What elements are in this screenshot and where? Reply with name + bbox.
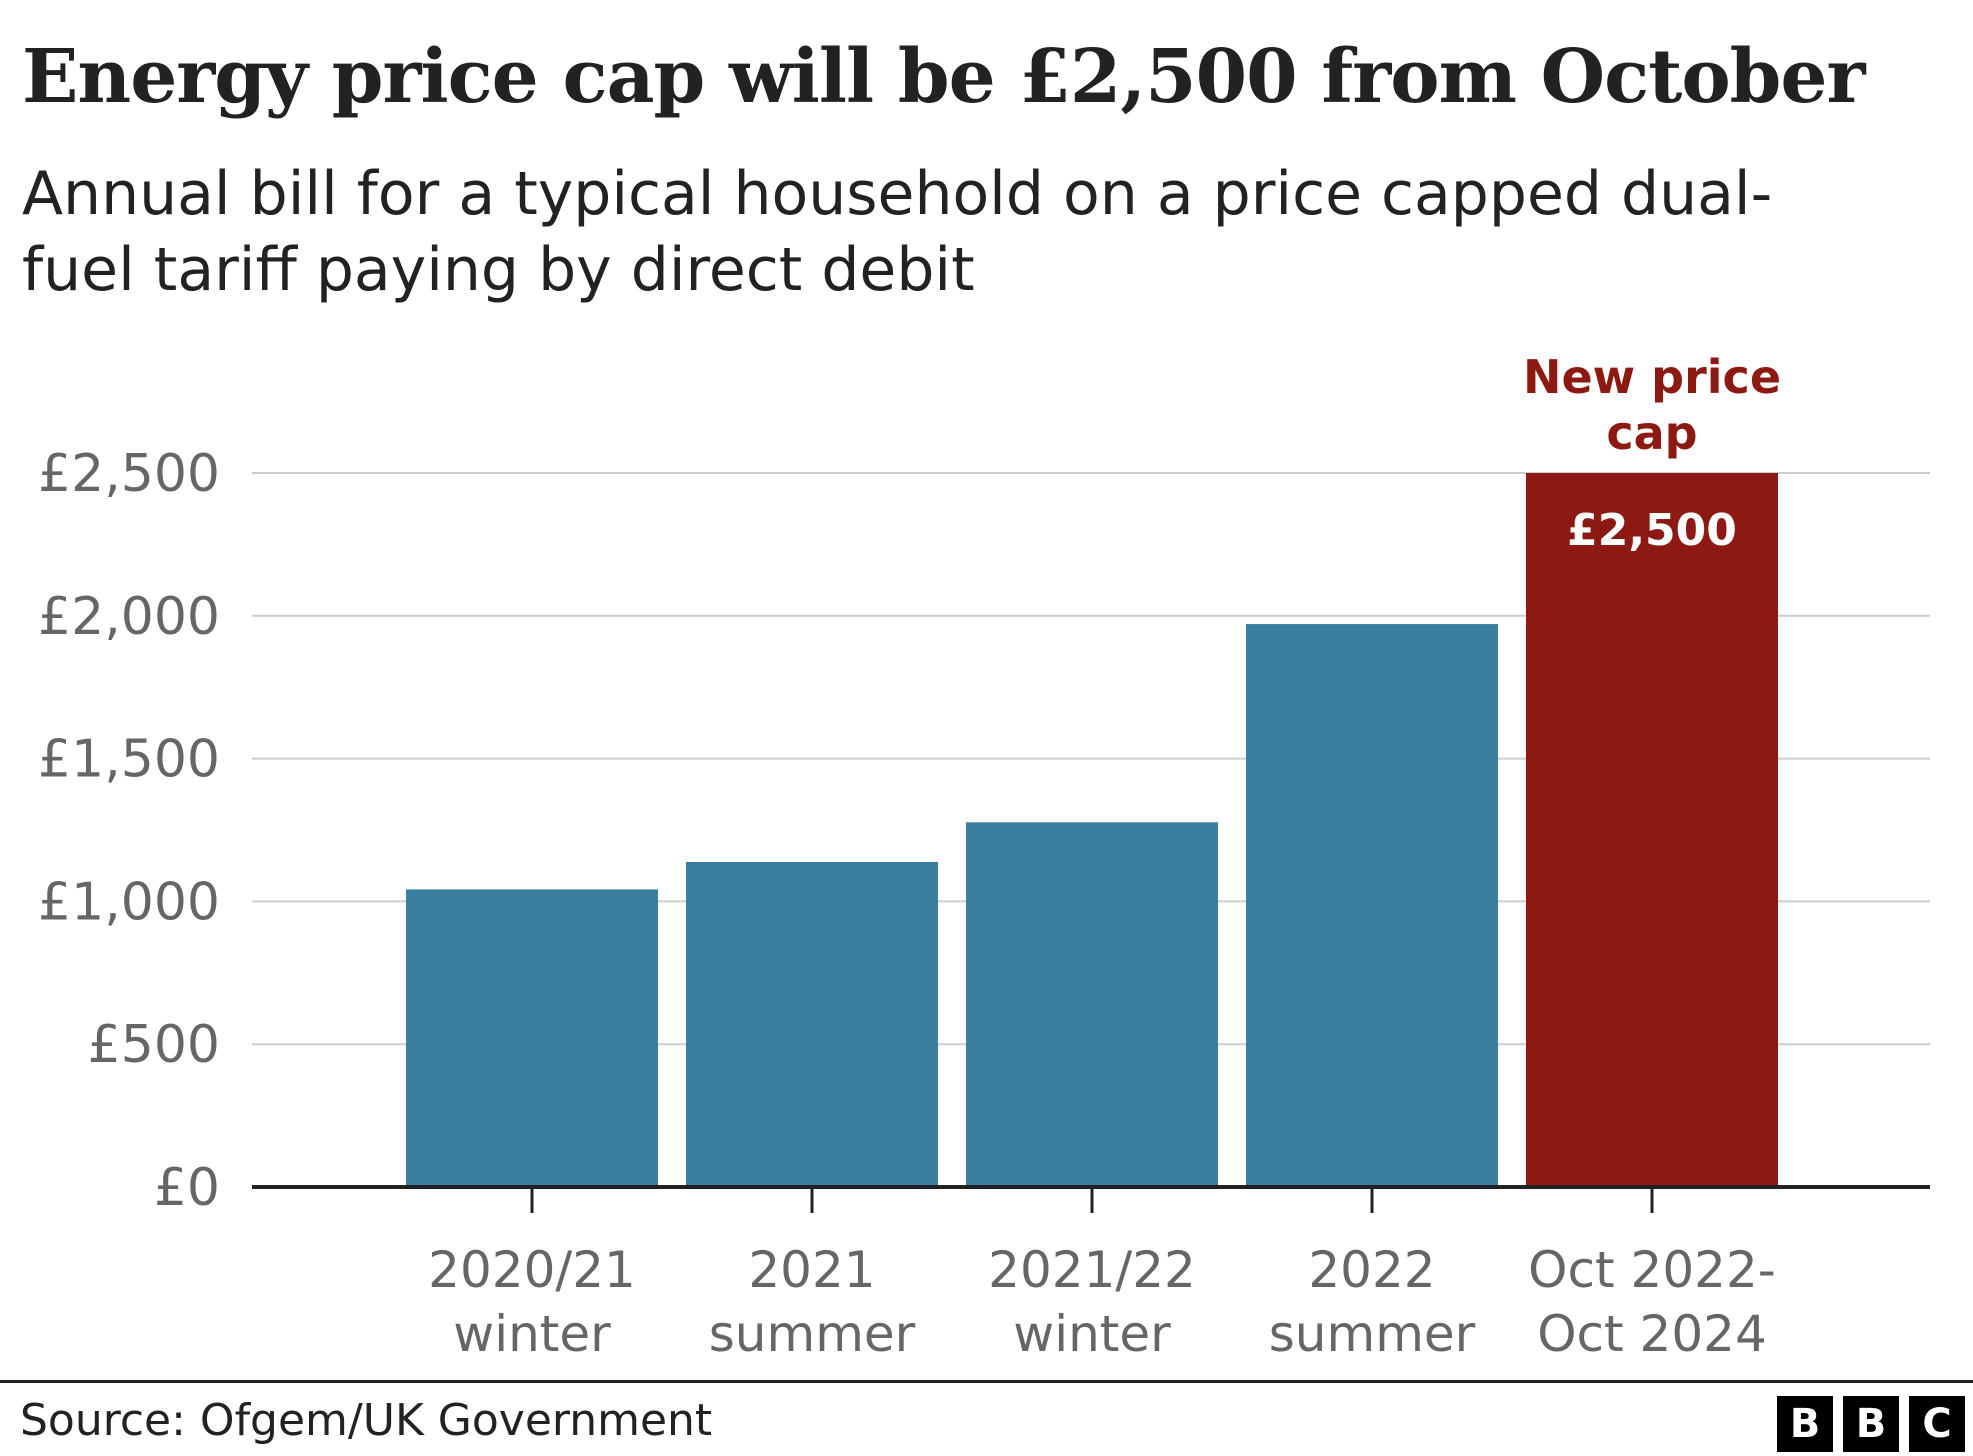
source-note: Source: Ofgem/UK Government bbox=[20, 1395, 713, 1446]
x-tick-label-1-1: summer bbox=[709, 1305, 916, 1363]
logo-letter-b1: B bbox=[1777, 1396, 1833, 1452]
logo-letter-c: C bbox=[1909, 1396, 1965, 1452]
x-tick-label-4-1: Oct 2024 bbox=[1537, 1305, 1767, 1363]
footer-divider bbox=[0, 1380, 1973, 1383]
highlight-annotation-1: cap bbox=[1606, 406, 1697, 460]
y-tick-label-1: £500 bbox=[88, 1015, 220, 1075]
bar-1 bbox=[686, 861, 938, 1187]
bar-data-label-4: £2,500 bbox=[1567, 505, 1737, 556]
x-tick-label-0-1: winter bbox=[453, 1305, 611, 1363]
bbc-logo: B B C bbox=[1777, 1396, 1965, 1452]
y-tick-label-2: £1,000 bbox=[38, 872, 220, 932]
x-tick-label-4-0: Oct 2022- bbox=[1528, 1241, 1776, 1299]
bar-0 bbox=[406, 889, 658, 1187]
bar-3 bbox=[1246, 624, 1498, 1187]
x-tick-label-2-0: 2021/22 bbox=[988, 1241, 1196, 1299]
x-tick-label-1-0: 2021 bbox=[748, 1241, 875, 1299]
chart-subtitle: Annual bill for a typical household on a… bbox=[22, 159, 1773, 305]
highlight-annotation-0: New price bbox=[1523, 350, 1781, 404]
chart-title: Energy price cap will be £2,500 from Oct… bbox=[22, 34, 1865, 120]
bar-4 bbox=[1526, 473, 1778, 1187]
logo-letter-b2: B bbox=[1843, 1396, 1899, 1452]
y-tick-label-0: £0 bbox=[154, 1158, 220, 1218]
y-tick-label-3: £1,500 bbox=[38, 730, 220, 790]
x-tick-label-3-0: 2022 bbox=[1308, 1241, 1435, 1299]
y-tick-label-4: £2,000 bbox=[38, 587, 220, 647]
y-tick-label-5: £2,500 bbox=[38, 444, 220, 504]
bar-2 bbox=[966, 822, 1218, 1187]
x-tick-label-0-0: 2020/21 bbox=[428, 1241, 636, 1299]
x-tick-label-3-1: summer bbox=[1269, 1305, 1476, 1363]
x-tick-label-2-1: winter bbox=[1013, 1305, 1171, 1363]
